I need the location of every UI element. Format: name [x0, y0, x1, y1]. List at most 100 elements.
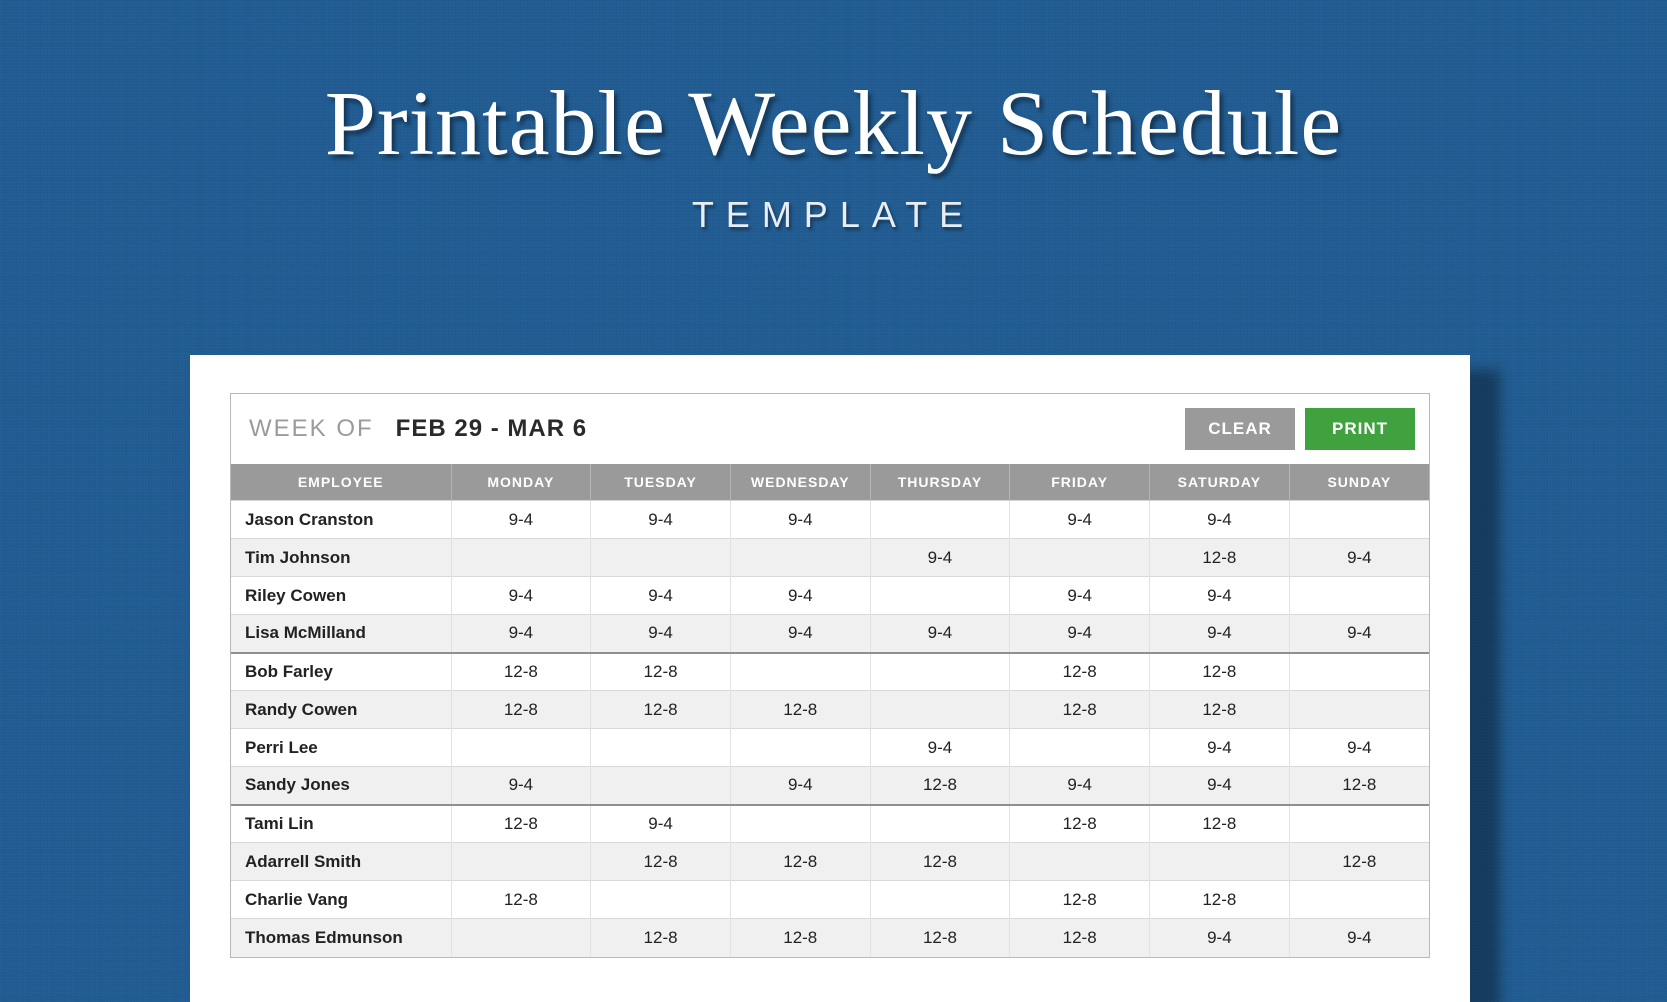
shift-cell: 12-8: [591, 919, 731, 957]
shift-cell: 12-8: [730, 919, 870, 957]
shift-cell: 9-4: [591, 501, 731, 539]
shift-cell: 12-8: [591, 653, 731, 691]
shift-cell: [730, 653, 870, 691]
shift-cell: 12-8: [1289, 767, 1429, 805]
table-row: Sandy Jones9-49-412-89-49-412-8: [231, 767, 1429, 805]
shift-cell: 9-4: [1150, 577, 1290, 615]
shift-cell: [591, 881, 731, 919]
col-friday: FRIDAY: [1010, 464, 1150, 501]
col-employee: EMPLOYEE: [231, 464, 451, 501]
shift-cell: 9-4: [451, 767, 591, 805]
table-row: Tami Lin12-89-412-812-8: [231, 805, 1429, 843]
page-subtitle: TEMPLATE: [0, 194, 1667, 236]
print-button[interactable]: PRINT: [1305, 408, 1415, 450]
shift-cell: 12-8: [1010, 653, 1150, 691]
shift-cell: 9-4: [451, 615, 591, 653]
shift-cell: 12-8: [1150, 881, 1290, 919]
shift-cell: 12-8: [730, 691, 870, 729]
shift-cell: 9-4: [591, 577, 731, 615]
shift-cell: [1010, 843, 1150, 881]
shift-cell: [870, 501, 1010, 539]
shift-cell: 12-8: [870, 767, 1010, 805]
shift-cell: 9-4: [1010, 577, 1150, 615]
shift-cell: 12-8: [1150, 653, 1290, 691]
shift-cell: 9-4: [1010, 501, 1150, 539]
shift-cell: 9-4: [730, 767, 870, 805]
shift-cell: 9-4: [1150, 919, 1290, 957]
shift-cell: [730, 805, 870, 843]
shift-cell: 12-8: [730, 843, 870, 881]
schedule-panel: WEEK OF FEB 29 - MAR 6 CLEAR PRINT EMPLO…: [230, 393, 1430, 958]
shift-cell: [1010, 729, 1150, 767]
shift-cell: [870, 653, 1010, 691]
employee-name: Tim Johnson: [231, 539, 451, 577]
employee-name: Lisa McMilland: [231, 615, 451, 653]
employee-name: Thomas Edmunson: [231, 919, 451, 957]
shift-cell: [1150, 843, 1290, 881]
table-row: Riley Cowen9-49-49-49-49-4: [231, 577, 1429, 615]
shift-cell: 9-4: [1289, 919, 1429, 957]
employee-name: Bob Farley: [231, 653, 451, 691]
shift-cell: 9-4: [1150, 501, 1290, 539]
shift-cell: 12-8: [1150, 805, 1290, 843]
col-thursday: THURSDAY: [870, 464, 1010, 501]
shift-cell: 9-4: [1150, 767, 1290, 805]
shift-cell: [451, 729, 591, 767]
shift-cell: 12-8: [451, 691, 591, 729]
shift-cell: 12-8: [1150, 691, 1290, 729]
col-wednesday: WEDNESDAY: [730, 464, 870, 501]
shift-cell: 9-4: [1289, 615, 1429, 653]
shift-cell: 12-8: [451, 881, 591, 919]
shift-cell: 9-4: [451, 577, 591, 615]
shift-cell: 12-8: [451, 805, 591, 843]
shift-cell: 12-8: [1010, 805, 1150, 843]
table-row: Bob Farley12-812-812-812-8: [231, 653, 1429, 691]
table-row: Perri Lee9-49-49-4: [231, 729, 1429, 767]
shift-cell: 9-4: [1150, 615, 1290, 653]
shift-cell: 9-4: [730, 615, 870, 653]
shift-cell: 9-4: [591, 805, 731, 843]
employee-name: Sandy Jones: [231, 767, 451, 805]
table-row: Charlie Vang12-812-812-8: [231, 881, 1429, 919]
shift-cell: 12-8: [451, 653, 591, 691]
employee-name: Randy Cowen: [231, 691, 451, 729]
shift-cell: 9-4: [730, 577, 870, 615]
shift-cell: [870, 577, 1010, 615]
shift-cell: 12-8: [870, 843, 1010, 881]
shift-cell: [1289, 501, 1429, 539]
shift-cell: 9-4: [870, 539, 1010, 577]
shift-cell: 9-4: [1289, 729, 1429, 767]
table-row: Lisa McMilland9-49-49-49-49-49-49-4: [231, 615, 1429, 653]
shift-cell: 12-8: [1010, 881, 1150, 919]
clear-button[interactable]: CLEAR: [1185, 408, 1295, 450]
shift-cell: 12-8: [1010, 919, 1150, 957]
employee-name: Perri Lee: [231, 729, 451, 767]
shift-cell: [730, 729, 870, 767]
page-title: Printable Weekly Schedule: [0, 70, 1667, 176]
shift-cell: 9-4: [730, 501, 870, 539]
shift-cell: 12-8: [1150, 539, 1290, 577]
shift-cell: [591, 729, 731, 767]
shift-cell: [1289, 881, 1429, 919]
shift-cell: 12-8: [591, 691, 731, 729]
table-row: Randy Cowen12-812-812-812-812-8: [231, 691, 1429, 729]
shift-cell: 9-4: [870, 615, 1010, 653]
shift-cell: 9-4: [591, 615, 731, 653]
employee-name: Jason Cranston: [231, 501, 451, 539]
hero: Printable Weekly Schedule TEMPLATE: [0, 0, 1667, 236]
shift-cell: [451, 843, 591, 881]
shift-cell: [730, 881, 870, 919]
employee-name: Charlie Vang: [231, 881, 451, 919]
shift-cell: [870, 691, 1010, 729]
col-saturday: SATURDAY: [1150, 464, 1290, 501]
shift-cell: 12-8: [1289, 843, 1429, 881]
shift-cell: [1010, 539, 1150, 577]
employee-name: Tami Lin: [231, 805, 451, 843]
shift-cell: [1289, 577, 1429, 615]
panel-header: WEEK OF FEB 29 - MAR 6 CLEAR PRINT: [231, 394, 1429, 464]
shift-cell: [870, 805, 1010, 843]
shift-cell: [451, 919, 591, 957]
shift-cell: 9-4: [1010, 615, 1150, 653]
table-row: Thomas Edmunson12-812-812-812-89-49-4: [231, 919, 1429, 957]
shift-cell: [591, 767, 731, 805]
